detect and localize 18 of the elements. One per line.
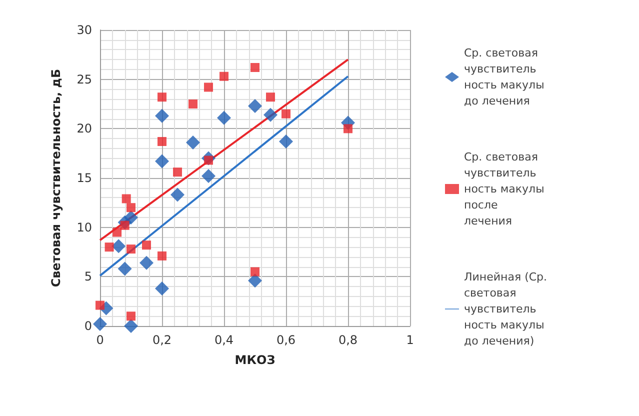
y-tick-label: 5 bbox=[84, 270, 92, 284]
x-tick-label: 0,2 bbox=[152, 333, 172, 347]
y-axis-title: Световая чувствительность, дБ bbox=[49, 68, 63, 288]
x-tick-label: 0,6 bbox=[276, 333, 296, 347]
x-tick-label: 0 bbox=[96, 333, 104, 347]
x-tick-label: 1 bbox=[406, 333, 414, 347]
legend-label: Ср. световая чувствительность макулы после лечения bbox=[464, 150, 548, 228]
y-tick-label: 0 bbox=[84, 319, 92, 333]
x-tick-label: 0,8 bbox=[338, 333, 358, 347]
y-tick-label: 10 bbox=[76, 220, 92, 234]
legend-label: Линейная (Ср. световая чувствительность макулы до лечения) bbox=[464, 270, 551, 348]
x-tick-label: 0,4 bbox=[214, 333, 234, 347]
y-tick-label: 25 bbox=[76, 72, 92, 86]
y-tick-label: 20 bbox=[76, 122, 92, 136]
y-tick-label: 15 bbox=[76, 171, 92, 185]
legend-label: Ср. световая чувствительность макулы до лечения bbox=[464, 46, 548, 108]
x-axis-title: МКОЗ bbox=[234, 353, 276, 367]
y-tick-label: 30 bbox=[76, 23, 92, 37]
